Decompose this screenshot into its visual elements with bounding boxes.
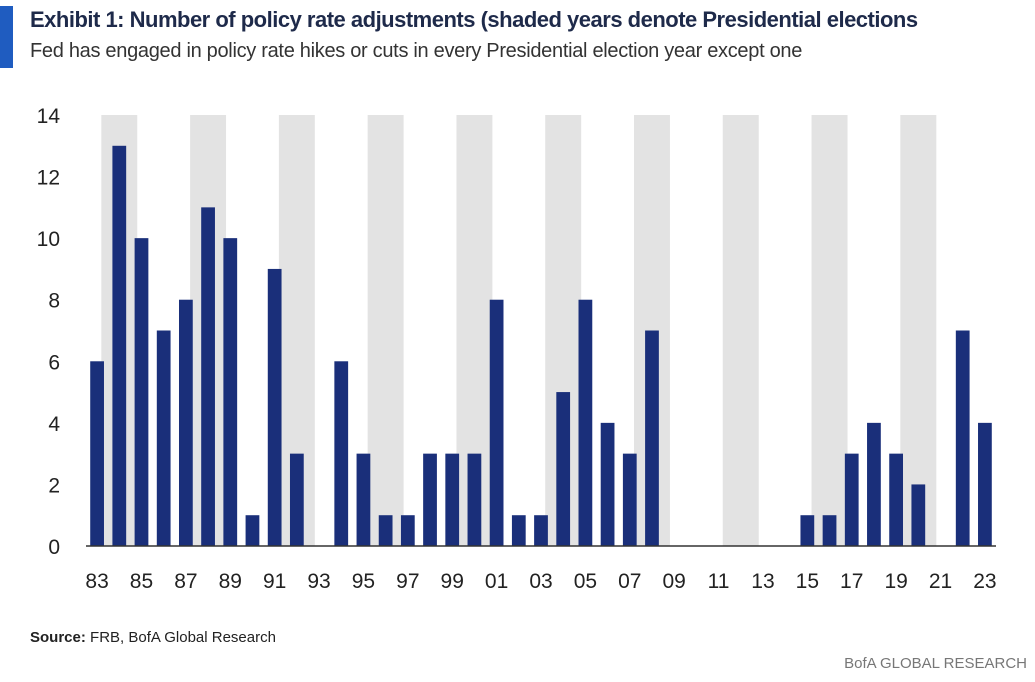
y-tick-label: 12	[37, 167, 60, 190]
source-label: Source:	[30, 629, 86, 646]
x-tick-label: 99	[441, 570, 464, 593]
bar-08	[645, 330, 659, 546]
y-tick-label: 4	[48, 413, 60, 436]
x-tick-label: 01	[485, 570, 508, 593]
x-tick-label: 19	[884, 570, 907, 593]
bar-01	[489, 299, 504, 546]
y-tick-label: 0	[48, 536, 60, 559]
x-tick-label: 17	[840, 570, 863, 593]
x-axis-ticks: 83 85 87 89 91 93 95 97 99 01 03 05 07 09 11 13 15 17 19 21…	[85, 570, 996, 593]
accent-bar	[0, 6, 13, 68]
bar-02	[511, 515, 526, 546]
x-tick-label: 95	[352, 570, 375, 593]
bar-95	[356, 453, 371, 546]
bar-06	[600, 422, 615, 546]
bar-87	[178, 299, 193, 546]
x-tick-label: 15	[796, 570, 819, 593]
bar-89	[223, 238, 238, 546]
y-axis-ticks: 0 2 4 6 8 10 12 14	[37, 105, 61, 559]
bar-97	[400, 515, 415, 546]
y-tick-label: 8	[48, 290, 60, 313]
bar-07	[622, 453, 637, 546]
bar-83	[90, 361, 104, 546]
bar-16	[822, 515, 837, 546]
x-tick-label: 85	[130, 570, 153, 593]
bar-85	[134, 238, 149, 546]
bar-20	[911, 484, 926, 546]
bar-98	[423, 453, 437, 546]
brand-label: BofA GLOBAL RESEARCH	[844, 655, 1027, 672]
x-tick-label: 87	[174, 570, 197, 593]
bar-91	[267, 268, 282, 546]
x-tick-label: 91	[263, 570, 286, 593]
y-tick-label: 10	[37, 228, 60, 251]
x-tick-label: 97	[396, 570, 419, 593]
x-tick-label: 05	[574, 570, 597, 593]
bar-88	[201, 207, 215, 546]
bar-84	[112, 145, 127, 547]
y-tick-label: 6	[48, 351, 60, 374]
bar-series	[90, 145, 992, 547]
x-tick-label: 83	[85, 570, 108, 593]
bar-90	[245, 515, 260, 546]
x-tick-label: 11	[708, 570, 730, 593]
bar-23	[978, 422, 992, 546]
bar-19	[889, 453, 904, 546]
x-tick-label: 89	[219, 570, 242, 593]
bar-96	[378, 515, 393, 546]
election-shade-20	[900, 115, 937, 546]
bar-00	[467, 453, 482, 546]
source-text: FRB, BofA Global Research	[85, 629, 276, 646]
bar-17	[844, 453, 859, 546]
election-shade-16	[811, 115, 848, 546]
bar-92	[289, 453, 304, 546]
chart-subtitle: Fed has engaged in policy rate hikes or …	[30, 40, 803, 62]
x-tick-label: 09	[662, 570, 685, 593]
bar-86	[156, 330, 171, 546]
bar-99	[445, 453, 460, 546]
bar-94	[334, 361, 349, 546]
x-tick-label: 21	[929, 570, 952, 593]
x-tick-label: 07	[618, 570, 641, 593]
bar-15	[800, 515, 815, 546]
x-tick-label: 13	[751, 570, 774, 593]
bar-04	[556, 392, 571, 546]
bar-18	[867, 422, 881, 546]
x-tick-label: 23	[973, 570, 996, 593]
x-tick-label: 93	[307, 570, 330, 593]
y-tick-label: 14	[37, 105, 61, 128]
election-shade-12	[722, 115, 759, 546]
x-tick-label: 03	[529, 570, 552, 593]
election-shade-96	[367, 115, 404, 546]
bar-05	[578, 299, 593, 546]
y-tick-label: 2	[48, 474, 60, 497]
source-note: Source: FRB, BofA Global Research	[30, 629, 276, 646]
chart-title: Exhibit 1: Number of policy rate adjustm…	[30, 7, 918, 32]
bar-03	[534, 515, 548, 546]
bar-22	[955, 330, 970, 546]
